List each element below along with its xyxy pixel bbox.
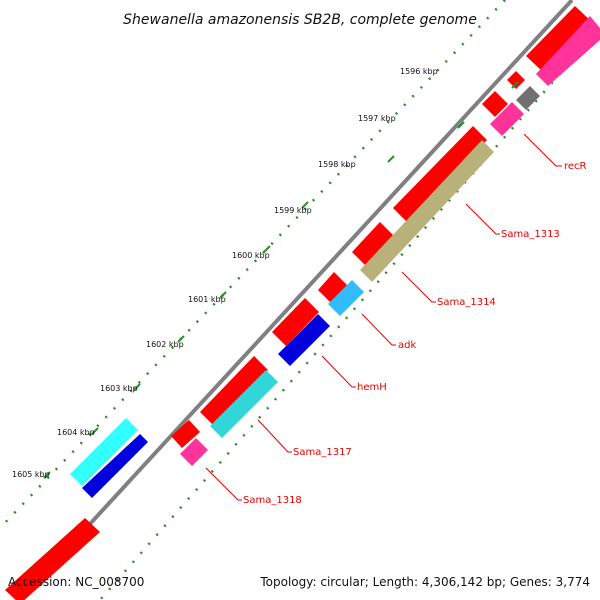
gene-block bbox=[82, 434, 148, 498]
leader-line bbox=[465, 203, 500, 235]
cds-arrow bbox=[352, 222, 394, 266]
tick-mark bbox=[219, 291, 227, 299]
map-title: Shewanella amazonensis SB2B, complete ge… bbox=[123, 12, 477, 28]
gene-label-adk: adk bbox=[398, 340, 416, 351]
leader-line bbox=[321, 355, 356, 388]
scale-label: 1597 kbp bbox=[358, 114, 396, 123]
tick-mark bbox=[511, 81, 519, 89]
leader-line bbox=[523, 133, 562, 167]
gene-block bbox=[328, 280, 364, 316]
tick-mark bbox=[91, 427, 99, 435]
gene-block bbox=[536, 16, 600, 86]
gene-label-Sama_1317: Sama_1317 bbox=[293, 447, 352, 458]
cds-arrow bbox=[318, 272, 348, 304]
scale-label: 1599 kbp bbox=[274, 206, 312, 215]
label-leaders bbox=[205, 133, 562, 501]
scale-label: 1601 kbp bbox=[188, 295, 226, 304]
scale-labels: 1596 kbp 1597 kbp 1598 kbp 1599 kbp 1600… bbox=[12, 67, 438, 479]
cds-arrow bbox=[482, 91, 508, 117]
scale-label: 1604 kbp bbox=[57, 428, 95, 437]
gene-block bbox=[278, 314, 330, 366]
tick-mark bbox=[301, 201, 309, 209]
scale-label: 1603 kbp bbox=[100, 384, 138, 393]
gene-label-recR: recR bbox=[564, 161, 587, 172]
outer-tick-dots bbox=[0, 0, 506, 529]
scale-label: 1605 kbp bbox=[12, 470, 50, 479]
cds-track-outer bbox=[5, 6, 592, 600]
cds-arrow bbox=[200, 356, 268, 426]
gene-label-Sama_1318: Sama_1318 bbox=[243, 495, 302, 506]
gene-label-Sama_1313: Sama_1313 bbox=[501, 229, 560, 240]
leader-line bbox=[361, 313, 396, 346]
gene-labels: recR Sama_1313 Sama_1314 adk hemH Sama_1… bbox=[243, 161, 587, 506]
leader-line bbox=[257, 419, 292, 453]
inner-tick-dots bbox=[99, 27, 600, 600]
scale-label: 1596 kbp bbox=[400, 67, 438, 76]
gene-label-hemH: hemH bbox=[357, 382, 387, 393]
tick-mark bbox=[387, 155, 395, 163]
gene-block bbox=[70, 418, 138, 486]
summary-text: Topology: circular; Length: 4,306,142 bp… bbox=[259, 575, 590, 589]
leader-line bbox=[401, 271, 436, 303]
gene-block bbox=[516, 86, 540, 110]
genome-backbone bbox=[18, 0, 574, 600]
gene-block bbox=[490, 102, 524, 136]
tick-mark bbox=[457, 121, 465, 129]
cds-arrow bbox=[507, 71, 525, 89]
cds-arrow bbox=[272, 298, 319, 346]
cds-arrow bbox=[393, 126, 487, 222]
gene-block bbox=[210, 370, 278, 438]
gene-block bbox=[180, 438, 208, 466]
scale-label: 1598 kbp bbox=[318, 160, 356, 169]
leader-line bbox=[205, 467, 242, 501]
gene-track-inner bbox=[70, 16, 600, 498]
tick-mark bbox=[177, 335, 185, 343]
tick-mark bbox=[43, 471, 51, 479]
cds-arrow bbox=[5, 518, 100, 600]
scale-label: 1602 kbp bbox=[146, 340, 184, 349]
tick-mark bbox=[263, 245, 271, 253]
gene-block bbox=[360, 140, 494, 282]
gene-label-Sama_1314: Sama_1314 bbox=[437, 297, 496, 308]
accession-text: Accession: NC_008700 bbox=[8, 575, 144, 589]
scale-label: 1600 kbp bbox=[232, 251, 270, 260]
tick-mark bbox=[133, 383, 141, 391]
tick-marks bbox=[43, 81, 519, 479]
cds-arrow bbox=[171, 420, 200, 448]
cds-arrow bbox=[526, 6, 592, 72]
